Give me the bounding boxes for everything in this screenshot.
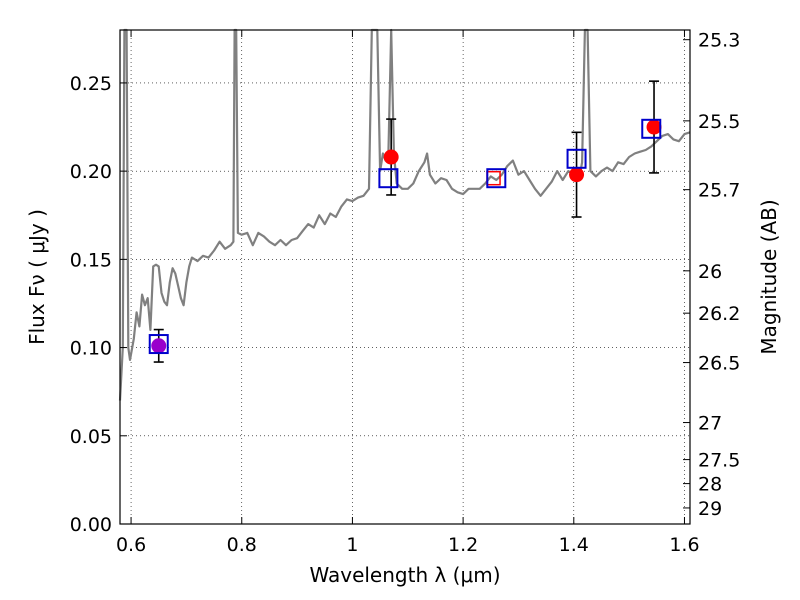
plot-area	[118, 28, 691, 525]
y2-tick-label: 25.5	[698, 111, 740, 133]
y-axis-left: 0.00 0.05 0.10 0.15 0.20 0.25	[70, 73, 127, 536]
y2-tick-label: 26.5	[698, 353, 740, 375]
y-axis-right-label: Magnitude (AB)	[757, 199, 781, 354]
plot-background	[120, 30, 690, 524]
y2-tick-label: 25.7	[698, 180, 740, 202]
x-tick-label: 0.8	[227, 534, 257, 556]
y-tick-label: 0.20	[70, 161, 112, 183]
y2-tick-label: 29	[698, 498, 722, 520]
observed-point	[151, 338, 167, 354]
x-tick-label: 0.6	[116, 534, 146, 556]
y-tick-label: 0.10	[70, 338, 112, 360]
y2-tick-label: 25.3	[698, 30, 740, 52]
x-tick-label: 1	[346, 534, 358, 556]
observed-point	[383, 149, 399, 165]
observed-point	[646, 119, 662, 135]
x-tick-label: 1.2	[448, 534, 478, 556]
model-point	[641, 118, 662, 139]
marker-layer	[148, 118, 662, 355]
y-tick-label: 0.15	[70, 249, 112, 271]
y2-tick-label: 27.5	[698, 450, 740, 472]
y2-tick-label: 26	[698, 261, 722, 283]
x-axis-label: Wavelength λ (μm)	[309, 563, 500, 587]
model-point	[486, 168, 507, 189]
y-tick-label: 0.05	[70, 426, 112, 448]
x-tick-label: 1.6	[669, 534, 699, 556]
y2-tick-label: 28	[698, 474, 722, 496]
model-point	[378, 168, 399, 189]
y-tick-label: 0.00	[70, 514, 112, 536]
x-tick-label: 1.4	[559, 534, 589, 556]
model-point	[148, 334, 169, 355]
y2-tick-label: 26.2	[698, 303, 740, 325]
y-tick-label: 0.25	[70, 73, 112, 95]
y-axis-label: Flux Fν ( μJy )	[25, 209, 49, 345]
plot-frame	[119, 29, 691, 525]
x-axis: 0.6 0.8 1 1.2 1.4 1.6	[116, 30, 700, 556]
y2-tick-label: 27	[698, 413, 722, 435]
model-point	[566, 148, 587, 169]
observed-point	[569, 167, 585, 183]
